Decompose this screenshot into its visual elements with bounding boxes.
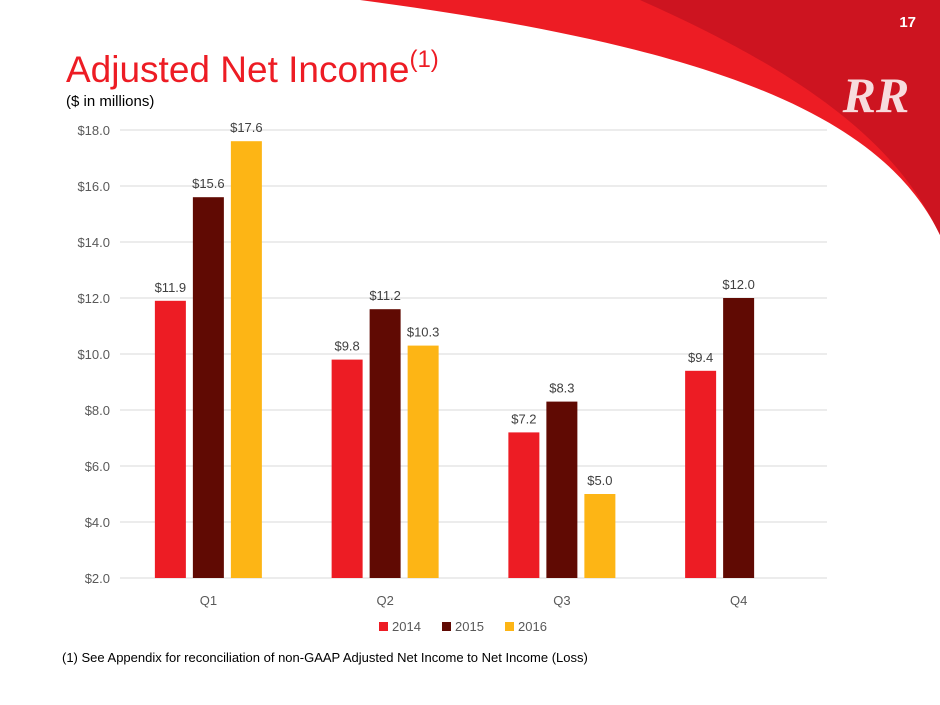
page-title-text: Adjusted Net Income [66,49,410,90]
legend-label-2016: 2016 [518,619,547,634]
data-label-2016-Q3: $5.0 [587,473,612,488]
footnote: (1) See Appendix for reconciliation of n… [62,650,588,665]
bar-2014-Q3 [508,432,540,578]
y-tick-label: $8.0 [85,403,110,418]
y-tick-label: $10.0 [77,347,110,362]
data-label-2014-Q4: $9.4 [688,350,713,365]
page-subtitle: ($ in millions) [66,93,155,110]
x-tick-label: Q3 [553,593,570,608]
data-label-2015-Q2: $11.2 [369,288,401,303]
y-tick-label: $4.0 [85,515,110,530]
logo: RR [842,67,910,123]
data-label-2016-Q1: $17.6 [230,120,263,135]
data-label-2016-Q2: $10.3 [407,325,440,340]
bar-2015-Q1 [192,197,224,578]
bar-2015-Q4 [723,298,755,578]
y-tick-label: $16.0 [77,179,110,194]
data-label-2014-Q1: $11.9 [155,280,187,295]
data-label-2015-Q3: $8.3 [549,381,574,396]
x-tick-label: Q4 [730,593,747,608]
logo-text: RR [842,67,910,123]
header-swoosh-band [0,0,940,235]
bar-2016-Q2 [407,345,439,578]
legend-label-2014: 2014 [392,619,421,634]
bar-2014-Q4 [685,370,717,578]
bar-2016-Q3 [584,494,616,578]
legend-label-2015: 2015 [455,619,484,634]
y-tick-label: $12.0 [77,291,110,306]
bar-2015-Q2 [369,309,401,578]
data-label-2014-Q3: $7.2 [511,411,536,426]
x-tick-label: Q1 [200,593,217,608]
y-tick-label: $14.0 [77,235,110,250]
bar-2014-Q1 [154,300,186,578]
header-swoosh-shade [640,0,940,235]
data-label-2014-Q2: $9.8 [334,339,359,354]
x-tick-label: Q2 [376,593,393,608]
y-tick-label: $2.0 [85,571,110,586]
y-tick-label: $6.0 [85,459,110,474]
page-number: 17 [899,14,916,31]
y-tick-label: $18.0 [77,123,110,138]
page-title-footnote-marker: (1) [409,46,439,73]
legend-swatch-2016 [505,622,514,631]
bar-2014-Q2 [331,359,363,578]
data-label-2015-Q1: $15.6 [192,176,225,191]
legend-swatch-2015 [442,622,451,631]
bar-2015-Q3 [546,401,578,578]
bar-2016-Q1 [230,141,262,578]
page-title: Adjusted Net Income(1) [66,46,439,91]
data-label-2015-Q4: $12.0 [722,277,755,292]
legend-swatch-2014 [379,622,388,631]
